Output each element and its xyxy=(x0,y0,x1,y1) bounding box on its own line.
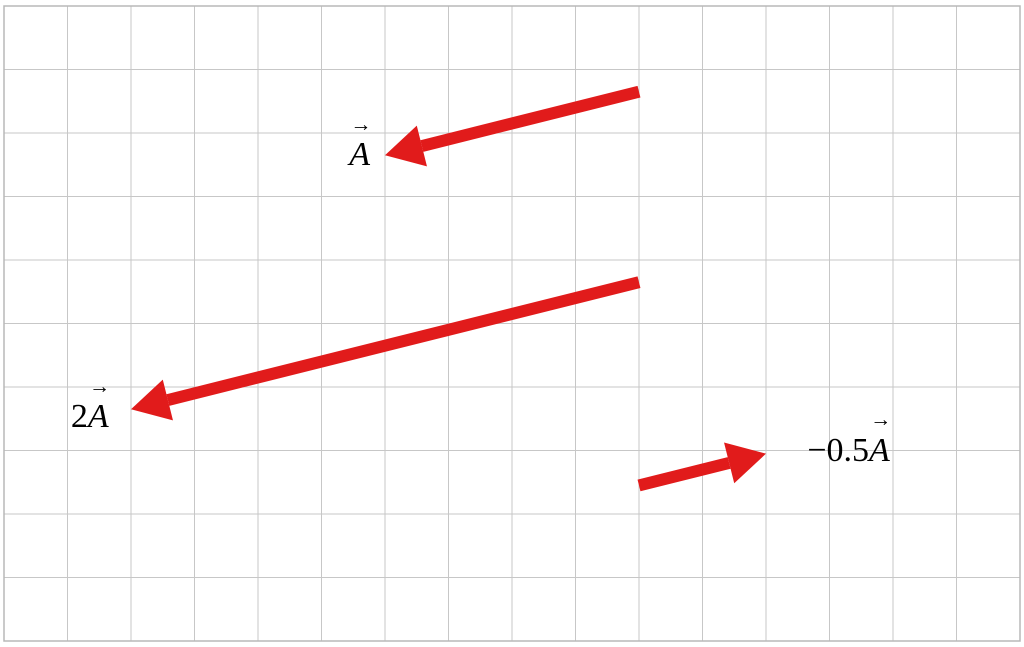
over-arrow-icon: → xyxy=(870,409,891,430)
label-letter: A→ xyxy=(349,138,370,172)
label-prefix: −0.5 xyxy=(807,432,869,469)
over-arrow-icon: → xyxy=(350,114,371,135)
grid xyxy=(4,6,1020,641)
vector-diagram-svg xyxy=(0,0,1024,647)
label-A: A→ xyxy=(349,138,370,172)
diagram-stage: A→2A→−0.5A→ xyxy=(0,0,1024,647)
label-prefix: 2 xyxy=(71,398,88,435)
over-arrow-icon: → xyxy=(89,376,110,397)
label-2A: 2A→ xyxy=(71,400,109,434)
label--0.5A: −0.5A→ xyxy=(807,434,889,468)
label-letter: A→ xyxy=(869,434,890,468)
label-letter: A→ xyxy=(88,400,109,434)
